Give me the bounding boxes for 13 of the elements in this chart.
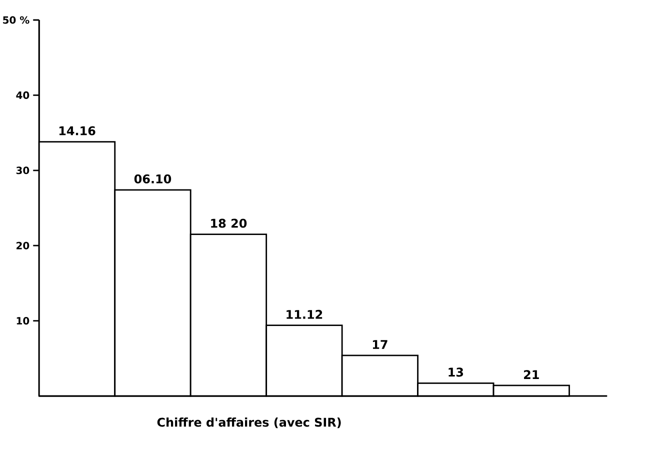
y-tick-label: 30: [16, 166, 30, 174]
y-tick-label: 40: [16, 91, 30, 99]
x-tick-label: 17: [372, 340, 388, 349]
x-tick-label: 14.16: [59, 126, 96, 136]
x-tick-label: 13: [448, 368, 464, 377]
y-tick-label: 50 %: [3, 16, 30, 24]
x-tick-label: 18 20: [211, 218, 247, 228]
y-tick-label: 10: [16, 317, 30, 325]
x-tick-label: 21: [524, 370, 539, 379]
x-tick-label: 06.10: [134, 174, 172, 184]
x-axis-title: Chiffre d'affaires (avec SIR): [157, 418, 341, 428]
x-tick-label: 11.12: [286, 310, 322, 319]
y-tick-label: 20: [16, 242, 30, 250]
